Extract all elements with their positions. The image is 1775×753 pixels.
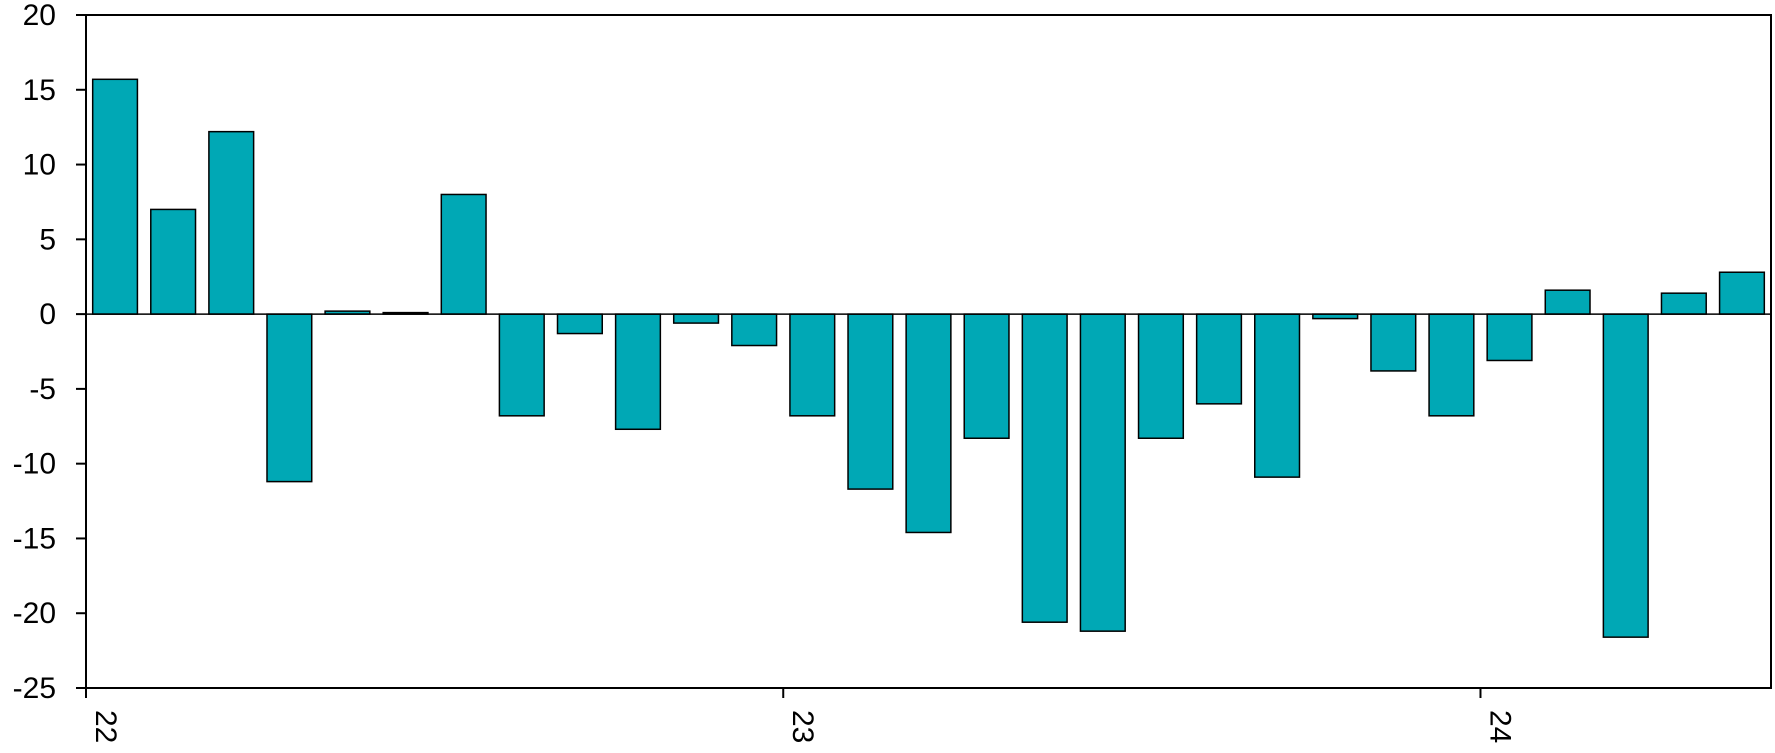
bars-group — [86, 78, 1771, 638]
bar — [1079, 313, 1126, 632]
bar — [905, 313, 952, 534]
bar — [1195, 313, 1243, 405]
bar — [731, 313, 778, 347]
bar — [1254, 313, 1301, 478]
x-tick-label: 24 — [1483, 710, 1516, 743]
bar — [963, 313, 1010, 439]
bar — [1428, 313, 1475, 417]
bar — [208, 130, 255, 315]
bar — [847, 313, 894, 490]
bar — [789, 313, 836, 417]
bar — [1718, 271, 1766, 315]
x-tick-label: 23 — [786, 710, 819, 743]
bar — [440, 193, 487, 315]
bar — [556, 313, 603, 335]
x-tick-label: 22 — [89, 710, 122, 743]
plot-frame — [85, 14, 1772, 689]
bar — [498, 313, 545, 417]
bar — [614, 313, 662, 431]
y-tick-label: -25 — [13, 672, 56, 705]
y-tick-label: 20 — [23, 0, 56, 32]
bar — [1137, 313, 1185, 439]
y-tick-label: 15 — [23, 74, 56, 107]
bar — [266, 313, 313, 483]
bar — [1370, 313, 1417, 372]
y-tick-label: 0 — [39, 298, 56, 331]
x-axis-ticks: 22 23 24 — [85, 688, 1516, 743]
y-tick-label: 10 — [23, 149, 56, 182]
bar — [1021, 313, 1068, 623]
bar — [1660, 292, 1707, 315]
bar — [1544, 289, 1591, 315]
bar — [150, 208, 197, 315]
y-tick-label: -5 — [29, 373, 56, 406]
y-tick-label: 5 — [39, 223, 56, 256]
bar — [91, 78, 139, 315]
y-tick-label: -20 — [13, 597, 56, 630]
bar — [1602, 313, 1649, 638]
y-axis-ticks: 20 15 10 5 0 -5 -10 -15 -20 -25 — [13, 0, 86, 705]
bar — [672, 313, 720, 324]
bar — [1486, 313, 1533, 362]
y-tick-label: -10 — [13, 448, 56, 481]
y-tick-label: -15 — [13, 522, 56, 555]
